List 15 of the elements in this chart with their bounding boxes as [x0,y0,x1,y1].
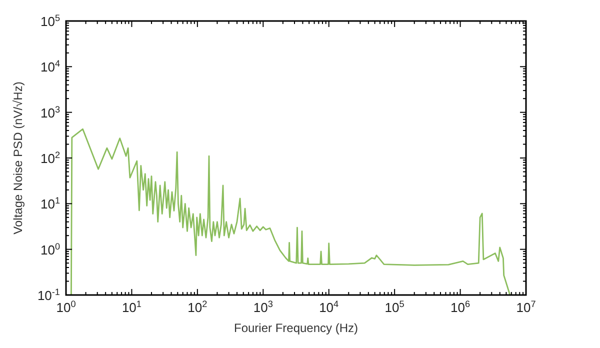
x-axis-title: Fourier Frequency (Hz) [234,321,358,335]
x-tick-label: 10$^{2}$ [188,299,208,315]
x-tick-label: 10$^{4}$ [319,299,339,315]
y-tick-label: 10$^{0}$ [40,241,60,258]
x-tick-label: 10$^{5}$ [384,299,404,315]
y-tick-label: 10$^{2}$ [40,150,60,166]
y-tick-label: 10$^{4}$ [40,58,60,75]
y-tick-label: 10$^{1}$ [40,196,60,212]
y-tick-label: 10$^{5}$ [40,13,60,29]
x-tick-label: 10$^{3}$ [253,299,273,315]
x-tick-label: 10$^{6}$ [450,299,470,315]
y-axis-title: Voltage Noise PSD (nV/√Hz) [11,82,25,234]
x-tick-label: 10$^{1}$ [122,299,142,315]
x-tick-label: 10$^{7}$ [516,299,536,315]
y-tick-label: 10$^{3}$ [40,104,60,120]
